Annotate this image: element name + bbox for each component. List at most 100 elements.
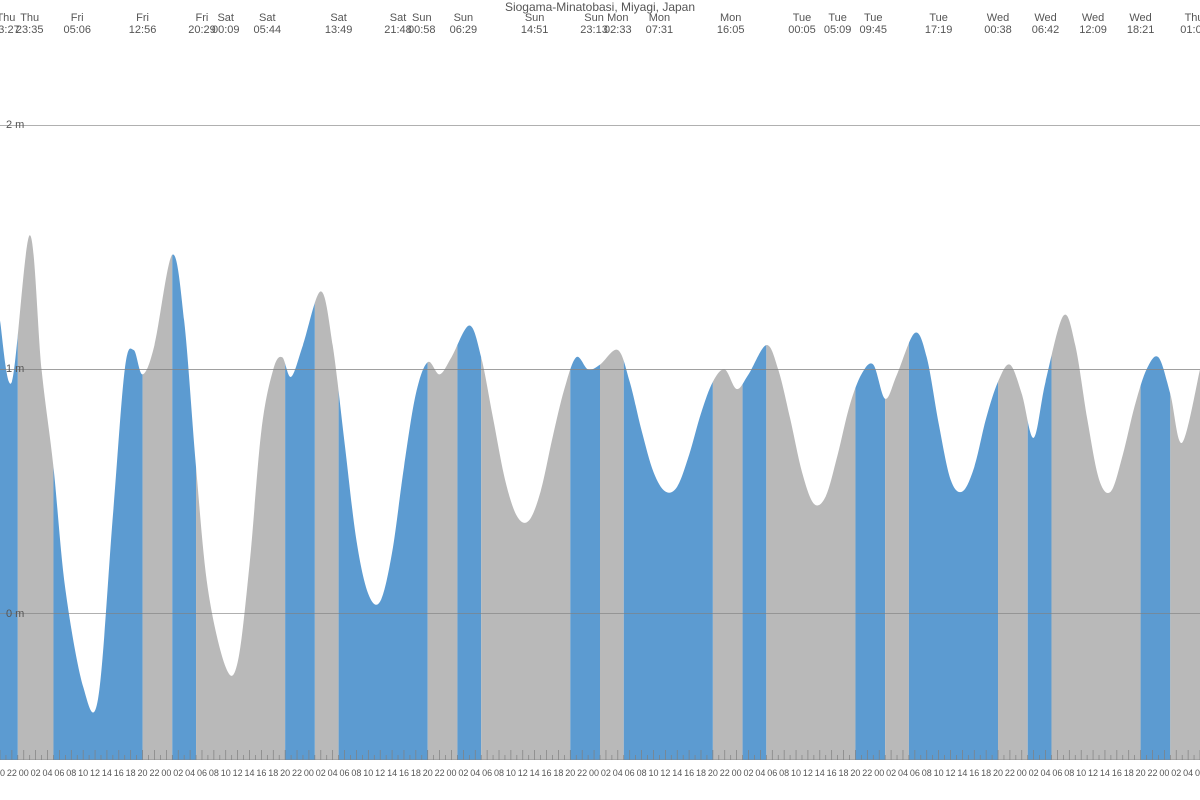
x-tick-label: 12 <box>90 768 100 778</box>
extrema-labels-row: Thu23:27Thu23:35Fri05:06Fri12:56Fri20:29… <box>0 12 1200 40</box>
extrema-label: Thu01:05 <box>1180 12 1200 36</box>
x-tick-label: 22 <box>720 768 730 778</box>
x-tick-label: 22 <box>577 768 587 778</box>
x-tick-label: 02 <box>173 768 183 778</box>
night-stripe <box>570 40 600 760</box>
day-stripe <box>885 40 909 760</box>
x-tick-label: 10 <box>363 768 373 778</box>
extrema-day: Wed <box>1032 12 1060 24</box>
extrema-label: Wed18:21 <box>1127 12 1155 36</box>
night-stripe <box>624 40 713 760</box>
x-tick-label: 00 <box>732 768 742 778</box>
x-tick-label: 20 <box>423 768 433 778</box>
x-tick-label: 04 <box>898 768 908 778</box>
extrema-label: Wed06:42 <box>1032 12 1060 36</box>
extrema-time: 13:49 <box>325 24 353 36</box>
x-tick-label: 02 <box>316 768 326 778</box>
x-tick-label: 18 <box>1124 768 1134 778</box>
night-stripe <box>1141 40 1171 760</box>
day-stripe <box>18 40 54 760</box>
x-tick-label: 14 <box>815 768 825 778</box>
x-tick-label: 08 <box>1064 768 1074 778</box>
extrema-label: Tue17:19 <box>925 12 953 36</box>
day-stripe <box>998 40 1028 760</box>
extrema-time: 05:06 <box>63 24 91 36</box>
x-tick-label: 10 <box>78 768 88 778</box>
extrema-label: Sat00:09 <box>212 12 240 36</box>
night-stripe <box>0 40 18 760</box>
extrema-day: Sun <box>450 12 478 24</box>
day-stripe <box>1051 40 1140 760</box>
extrema-time: 01:05 <box>1180 24 1200 36</box>
x-tick-label: 14 <box>102 768 112 778</box>
x-tick-label: 22 <box>862 768 872 778</box>
extrema-day: Sat <box>212 12 240 24</box>
extrema-day: Wed <box>1127 12 1155 24</box>
x-tick-label: 14 <box>672 768 682 778</box>
x-tick-label: 14 <box>1100 768 1110 778</box>
extrema-label: Wed00:38 <box>984 12 1012 36</box>
day-stripe <box>600 40 624 760</box>
extrema-day: Wed <box>1079 12 1107 24</box>
x-tick-label: 12 <box>945 768 955 778</box>
day-stripe <box>481 40 570 760</box>
extrema-day: Thu <box>16 12 44 24</box>
extrema-label: Sun00:58 <box>408 12 436 36</box>
x-tick-label: 06 <box>197 768 207 778</box>
x-tick-label: 14 <box>957 768 967 778</box>
x-tick-label: 10 <box>648 768 658 778</box>
extrema-label: Fri05:06 <box>63 12 91 36</box>
tide-plot-svg <box>0 40 1200 760</box>
x-tick-label: 16 <box>114 768 124 778</box>
extrema-label: Mon07:31 <box>646 12 674 36</box>
extrema-time: 12:56 <box>129 24 157 36</box>
x-tick-label: 20 <box>138 768 148 778</box>
extrema-time: 14:51 <box>521 24 549 36</box>
extrema-time: 00:38 <box>984 24 1012 36</box>
x-tick-label: 00 <box>1159 768 1169 778</box>
x-tick-label: 12 <box>233 768 243 778</box>
y-axis-label: 2 m <box>6 119 24 131</box>
x-tick-label: 06 <box>910 768 920 778</box>
night-stripe <box>457 40 481 760</box>
extrema-day: Tue <box>824 12 852 24</box>
x-tick-label: 10 <box>791 768 801 778</box>
day-stripe <box>315 40 339 760</box>
x-tick-label: 06 <box>482 768 492 778</box>
x-tick-label: 16 <box>542 768 552 778</box>
x-tick-label: 08 <box>637 768 647 778</box>
extrema-label: Wed12:09 <box>1079 12 1107 36</box>
x-tick-label: 18 <box>126 768 136 778</box>
x-tick-label: 08 <box>209 768 219 778</box>
extrema-day: Fri <box>63 12 91 24</box>
x-tick-label: 02 <box>31 768 41 778</box>
extrema-time: 23:35 <box>16 24 44 36</box>
x-tick-label: 00 <box>19 768 29 778</box>
extrema-time: 17:19 <box>925 24 953 36</box>
x-tick-label: 22 <box>435 768 445 778</box>
x-tick-label: 16 <box>969 768 979 778</box>
extrema-label: Mon02:33 <box>604 12 632 36</box>
x-tick-label: 18 <box>553 768 563 778</box>
x-tick-label: 00 <box>446 768 456 778</box>
night-stripe <box>285 40 315 760</box>
extrema-label: Sat05:44 <box>254 12 282 36</box>
x-tick-label: 18 <box>839 768 849 778</box>
extrema-time: 12:09 <box>1079 24 1107 36</box>
x-tick-label: 12 <box>1088 768 1098 778</box>
extrema-time: 16:05 <box>717 24 745 36</box>
x-tick-label: 04 <box>470 768 480 778</box>
x-tick-label: 00 <box>589 768 599 778</box>
x-tick-label: 06 <box>1052 768 1062 778</box>
x-tick-label: 02 <box>1029 768 1039 778</box>
x-tick-label: 04 <box>755 768 765 778</box>
x-tick-label: 04 <box>1041 768 1051 778</box>
x-tick-label: 08 <box>351 768 361 778</box>
extrema-time: 00:58 <box>408 24 436 36</box>
tide-chart: Siogama-Minatobasi, Miyagi, Japan Thu23:… <box>0 0 1200 800</box>
x-tick-label: 02 <box>601 768 611 778</box>
x-tick-label: 18 <box>696 768 706 778</box>
x-tick-label: 10 <box>934 768 944 778</box>
extrema-time: 00:05 <box>788 24 816 36</box>
x-tick-label: 20 <box>708 768 718 778</box>
